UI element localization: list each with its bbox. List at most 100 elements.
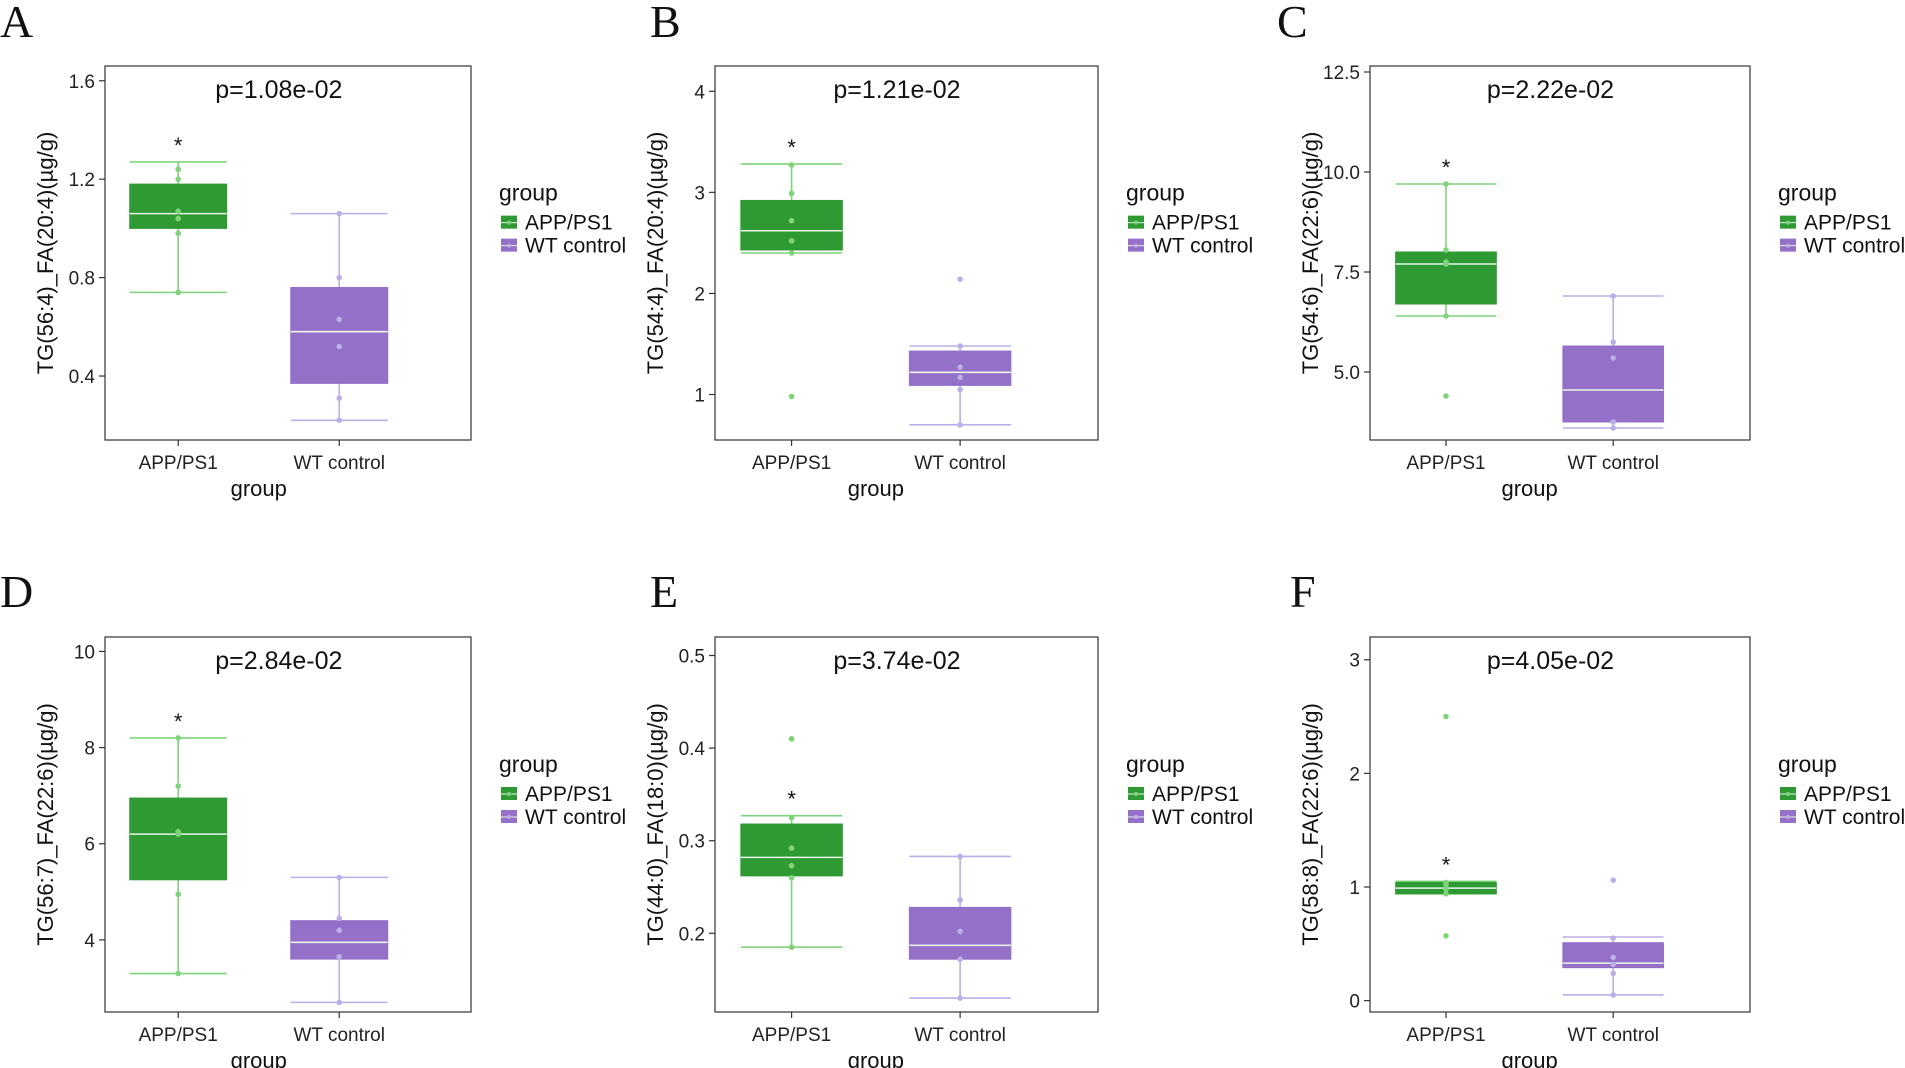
legend-label: APP/PS1 — [1152, 783, 1240, 806]
box-iqr — [129, 797, 228, 881]
data-point — [1443, 879, 1449, 886]
data-point — [788, 162, 795, 168]
y-tick-label: 10.0 — [1323, 163, 1360, 184]
data-point — [957, 374, 963, 381]
y-tick-label: 8 — [84, 739, 95, 760]
y-tick-label: 4 — [694, 82, 705, 103]
y-tick-label: 7.5 — [1334, 263, 1360, 284]
box-app-ps1 — [740, 162, 843, 400]
legend-title: group — [1126, 751, 1185, 777]
legend-label: WT control — [1152, 806, 1253, 829]
y-tick-label: 0 — [1349, 992, 1360, 1013]
legend-key-point — [507, 792, 511, 796]
legend-title: group — [1778, 751, 1837, 777]
data-point — [336, 316, 343, 323]
x-axis-title: group — [231, 1048, 287, 1068]
x-tick-label: APP/PS1 — [139, 453, 218, 474]
panel-letter: D — [0, 566, 33, 617]
y-axis-title: TG(54:4)_FA(20:4)(µg/g) — [643, 132, 668, 375]
data-point — [788, 874, 795, 881]
data-point — [1443, 713, 1449, 720]
data-point — [788, 845, 795, 851]
y-tick-label: 0.2 — [679, 924, 705, 945]
data-point — [1443, 891, 1449, 897]
legend-key-point — [1134, 243, 1138, 248]
data-point — [336, 417, 343, 424]
legend-key-point — [1786, 815, 1790, 819]
plot-frame — [714, 65, 1099, 441]
y-tick-label: 1 — [694, 386, 705, 407]
panel-letter: B — [650, 0, 681, 47]
data-point — [336, 999, 343, 1006]
significance-star: * — [787, 135, 796, 160]
y-axis-title: TG(56:4)_FA(20:4)(µg/g) — [33, 132, 58, 375]
data-point — [336, 927, 343, 934]
x-tick-label: APP/PS1 — [1406, 453, 1485, 474]
y-tick-label: 0.3 — [679, 832, 705, 853]
y-axis-title: TG(58:8)_FA(22:6)(µg/g) — [1298, 703, 1323, 946]
y-tick-label: 3 — [1349, 651, 1360, 672]
x-axis-title: group — [231, 476, 287, 501]
p-value-title: p=4.05e-02 — [1487, 647, 1614, 675]
data-point — [336, 210, 343, 217]
significance-star: * — [174, 133, 183, 158]
data-point — [1610, 419, 1616, 425]
data-point — [788, 217, 795, 224]
legend-key-point — [1134, 815, 1138, 819]
y-tick-label: 0.5 — [679, 647, 705, 668]
data-point — [957, 956, 963, 963]
data-point — [336, 274, 343, 281]
data-point — [336, 343, 343, 350]
y-tick-label: 1.2 — [69, 170, 95, 191]
significance-star: * — [1442, 155, 1451, 180]
y-tick-label: 3 — [694, 183, 705, 204]
legend-label: APP/PS1 — [1804, 783, 1892, 806]
legend-key-point — [1134, 792, 1138, 796]
legend-title: group — [1778, 180, 1837, 206]
data-point — [175, 166, 181, 173]
x-axis-title: group — [848, 476, 904, 501]
data-point — [957, 422, 963, 428]
x-tick-label: WT control — [293, 453, 385, 474]
x-tick-label: APP/PS1 — [139, 1025, 218, 1046]
legend-label: APP/PS1 — [1804, 212, 1892, 235]
x-axis-title: group — [1501, 476, 1557, 501]
legend-label: WT control — [1804, 235, 1905, 258]
y-tick-label: 2 — [1349, 764, 1360, 785]
y-axis-title: TG(54:6)_FA(22:6)(µg/g) — [1298, 132, 1323, 375]
legend-label: APP/PS1 — [525, 783, 613, 806]
box-app-ps1 — [129, 161, 228, 296]
x-tick-label: APP/PS1 — [1406, 1025, 1485, 1046]
x-tick-label: APP/PS1 — [752, 1025, 831, 1046]
data-point — [1610, 961, 1616, 968]
legend-key-point — [507, 243, 511, 248]
data-point — [957, 386, 963, 393]
panel-letter: F — [1290, 566, 1316, 617]
data-point — [957, 853, 963, 860]
box-wt-control — [908, 276, 1012, 428]
data-point — [175, 970, 181, 977]
data-point — [957, 276, 963, 283]
data-point — [1610, 293, 1616, 299]
data-point — [1443, 247, 1449, 253]
data-point — [175, 289, 181, 296]
data-point — [788, 814, 795, 821]
significance-star: * — [787, 787, 796, 812]
data-point — [1610, 355, 1616, 361]
box-app-ps1 — [1395, 181, 1497, 399]
y-tick-label: 6 — [84, 835, 95, 856]
y-tick-label: 0.4 — [679, 739, 706, 760]
legend-key-point — [1786, 243, 1790, 248]
box-app-ps1 — [740, 736, 843, 950]
legend-key-point — [1786, 792, 1790, 796]
data-point — [175, 783, 181, 789]
data-point — [1443, 181, 1449, 187]
p-value-title: p=2.22e-02 — [1487, 76, 1614, 104]
box-wt-control — [1562, 877, 1665, 998]
y-tick-label: 1 — [1349, 878, 1360, 899]
box-wt-control — [1562, 293, 1665, 431]
